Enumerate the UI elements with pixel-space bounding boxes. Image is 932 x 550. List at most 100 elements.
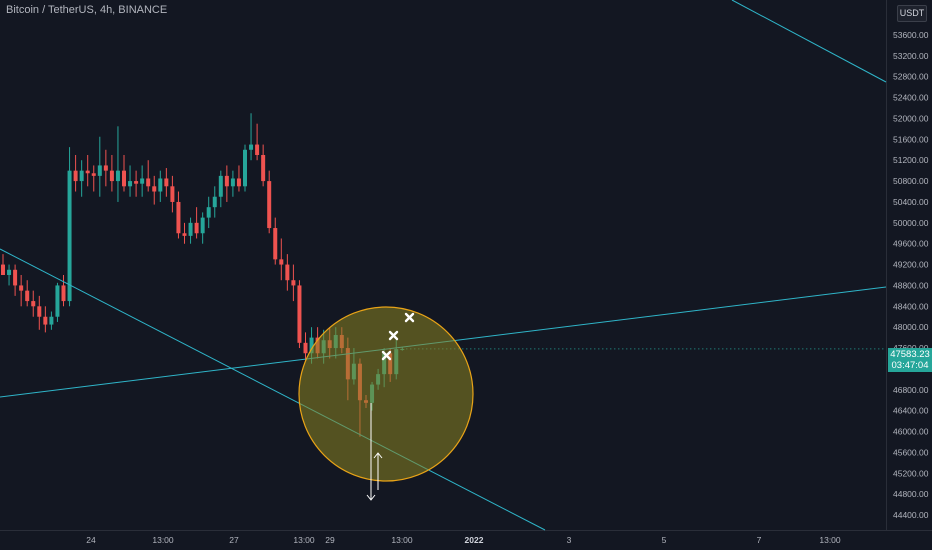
candle-body	[134, 181, 139, 184]
candle-body	[206, 207, 211, 218]
candle-body	[67, 170, 72, 302]
price-tick-label: 50800.00	[893, 176, 929, 186]
price-axis[interactable]: 53600.00 53200.00 52800.00 52400.00 52000.00…	[893, 30, 929, 520]
x-marker-icon[interactable]	[381, 350, 392, 361]
candle	[122, 155, 126, 192]
upper-trendline[interactable]	[731, 0, 887, 83]
candle	[140, 165, 145, 197]
candle-body	[128, 181, 133, 187]
candle-body	[158, 178, 163, 192]
candle-body	[285, 264, 290, 281]
candle-body	[243, 149, 247, 187]
time-tick-label: 3	[567, 535, 572, 545]
candle-body	[37, 306, 42, 317]
symbol-title: Bitcoin / TetherUS, 4h, BINANCE	[6, 4, 168, 16]
candle-body	[19, 285, 24, 291]
time-tick-label: 13:00	[391, 535, 413, 545]
price-tick-label: 45200.00	[893, 468, 929, 478]
candle-body	[49, 316, 54, 325]
x-marker-icon[interactable]	[388, 330, 399, 341]
candle	[67, 147, 72, 307]
price-tick-label: 44800.00	[893, 489, 929, 499]
candle	[267, 170, 272, 234]
candle-body	[97, 165, 102, 176]
candle	[134, 170, 139, 197]
candle-body	[13, 269, 18, 286]
candle-body	[115, 170, 120, 182]
candle	[73, 155, 78, 192]
candle	[212, 186, 217, 218]
candle	[218, 170, 223, 208]
candle	[49, 311, 54, 330]
candle-body	[249, 144, 254, 150]
candle	[158, 170, 163, 202]
candle-body	[188, 222, 193, 236]
candle	[261, 144, 266, 187]
price-tick-label: 53600.00	[893, 30, 929, 40]
last-price-label: 47583.23 03:47:04	[888, 348, 932, 372]
candle	[61, 275, 66, 307]
candle	[7, 264, 12, 286]
candle-body	[140, 178, 145, 184]
candle-body	[170, 186, 175, 202]
down-arrow-icon[interactable]	[366, 403, 376, 501]
candle-body	[91, 173, 96, 176]
candle-body	[79, 170, 84, 182]
candle	[43, 306, 48, 333]
candle	[55, 282, 60, 322]
candle-body	[7, 269, 12, 275]
price-tick-label: 52400.00	[893, 93, 929, 103]
price-tick-label: 50000.00	[893, 218, 929, 228]
candle	[255, 123, 260, 161]
highlight-circle[interactable]	[298, 306, 474, 482]
candle-body	[194, 222, 199, 234]
candle	[79, 160, 84, 197]
candle-body	[176, 201, 181, 234]
candle	[91, 165, 96, 192]
price-tick-label: 52800.00	[893, 72, 929, 82]
time-tick-label: 24	[86, 535, 96, 545]
price-tick-label: 51600.00	[893, 134, 929, 144]
candle-body	[273, 228, 278, 260]
currency-button[interactable]: USDT	[897, 5, 927, 22]
candle-body	[164, 178, 169, 187]
time-axis[interactable]: 24 13:00 27 13:00 29 13:00 2022 3 5 7 13:00	[86, 535, 841, 545]
price-tick-label: 48000.00	[893, 322, 929, 332]
time-tick-label: 13:00	[819, 535, 841, 545]
annotation-markers[interactable]	[381, 312, 415, 361]
x-marker-icon[interactable]	[404, 312, 415, 323]
candle-body	[297, 285, 302, 343]
candle	[115, 126, 120, 202]
candle	[297, 280, 302, 349]
candle	[1, 254, 5, 275]
candle	[249, 113, 254, 161]
candle-body	[109, 170, 114, 182]
candle-body	[212, 196, 217, 208]
price-tick-label: 53200.00	[893, 51, 929, 61]
candle	[103, 149, 108, 187]
candle-body	[230, 178, 235, 187]
descending-trendline[interactable]	[0, 248, 546, 531]
candle-body	[279, 259, 284, 265]
candle	[273, 217, 278, 265]
candle	[224, 165, 229, 202]
candle-body	[152, 186, 157, 192]
price-tick-label: 45600.00	[893, 447, 929, 457]
up-arrow-icon[interactable]	[373, 452, 383, 490]
candle	[19, 275, 24, 307]
candle-body	[255, 144, 260, 155]
candle-body	[73, 170, 78, 182]
candle	[182, 222, 187, 244]
price-tick-label: 49200.00	[893, 260, 929, 270]
candle-body	[25, 290, 30, 302]
candle-body	[218, 175, 223, 197]
candle-body	[31, 301, 36, 307]
candle-body	[122, 170, 126, 187]
candle	[188, 217, 193, 244]
candle-body	[182, 233, 187, 236]
countdown-timer: 03:47:04	[891, 360, 929, 371]
candle-body	[85, 170, 90, 174]
candle-body	[43, 316, 48, 325]
